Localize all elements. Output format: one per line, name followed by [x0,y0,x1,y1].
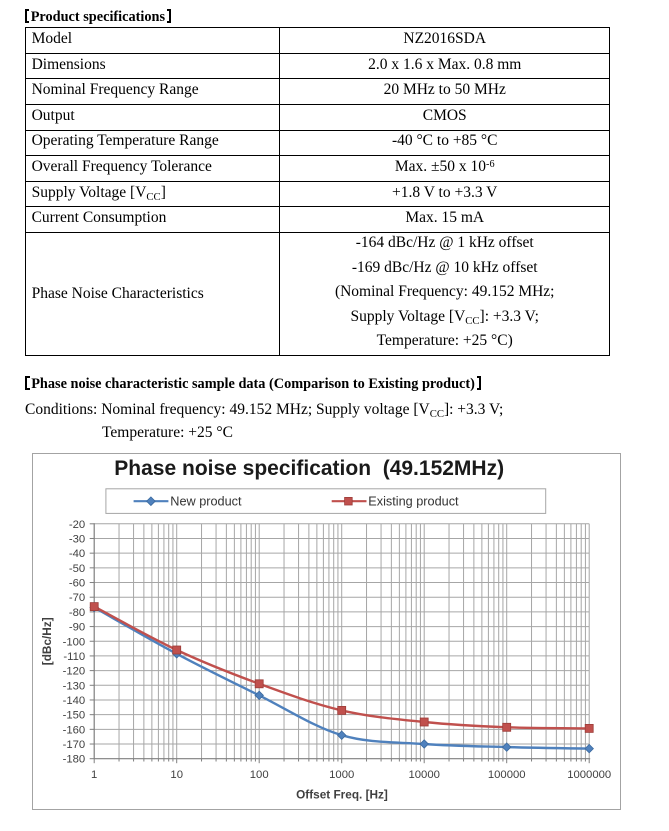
svg-text:-160: -160 [62,724,85,736]
svg-text:Phase noise specification (49: Phase noise specification (49.152MHz) [114,457,504,480]
svg-text:-80: -80 [68,607,84,619]
svg-text:1000000: 1000000 [567,769,611,781]
svg-text:-30: -30 [68,533,84,545]
svg-text:-170: -170 [62,739,85,751]
svg-text:-60: -60 [68,577,84,589]
svg-text:-180: -180 [62,753,85,765]
svg-text:-70: -70 [68,592,84,604]
svg-text:10000: 10000 [408,769,439,781]
svg-text:Existing product: Existing product [368,494,459,508]
svg-text:100000: 100000 [487,769,525,781]
svg-text:-20: -20 [68,518,84,530]
svg-text:-90: -90 [68,621,84,633]
svg-text:-130: -130 [62,680,85,692]
svg-text:-40: -40 [68,548,84,560]
svg-text:-150: -150 [62,709,85,721]
svg-text:1: 1 [91,769,97,781]
svg-text:Offset Freq. [Hz]: Offset Freq. [Hz] [296,787,388,801]
svg-text:1000: 1000 [329,769,354,781]
svg-text:[dBc/Hz]: [dBc/Hz] [39,617,53,665]
svg-text:New product: New product [170,494,242,508]
svg-text:-50: -50 [68,563,84,575]
svg-text:-120: -120 [62,665,85,677]
svg-text:100: 100 [249,769,268,781]
svg-text:-100: -100 [62,636,85,648]
svg-text:10: 10 [170,769,183,781]
svg-text:-110: -110 [63,651,85,663]
svg-text:-140: -140 [62,695,85,707]
